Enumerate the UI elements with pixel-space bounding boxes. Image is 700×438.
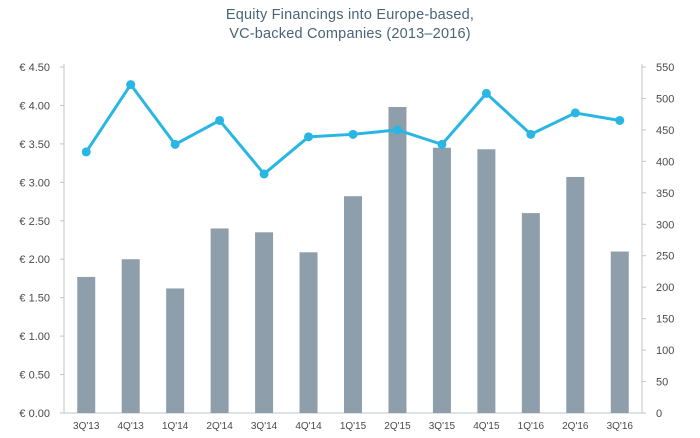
y-right-tick-label: 250 (656, 251, 674, 263)
bar-2 (166, 288, 185, 413)
y-left-tick-label: € 1.00 (19, 331, 50, 343)
x-tick-label: 2Q'14 (206, 421, 233, 432)
x-tick-label: 3Q'13 (73, 421, 100, 432)
line-point-8 (437, 139, 447, 149)
line-point-12 (615, 115, 625, 125)
y-right-tick-label: 450 (656, 125, 674, 137)
y-right-tick-label: 350 (656, 188, 674, 200)
line-point-4 (259, 169, 269, 179)
x-tick-label: 4Q'14 (295, 421, 322, 432)
y-right-tick-label: 500 (656, 93, 674, 105)
line-point-7 (392, 125, 402, 135)
bar-3 (210, 228, 229, 413)
line-point-10 (526, 129, 536, 139)
bar-series (77, 106, 629, 413)
y-right-tick-label: 200 (656, 282, 674, 294)
x-tick-label: 4Q'13 (118, 421, 145, 432)
y-left-tick-label: € 0.00 (19, 408, 50, 420)
x-tick-label: 2Q'16 (562, 421, 589, 432)
line-point-11 (570, 108, 580, 118)
bar-1 (121, 259, 140, 413)
bar-6 (344, 196, 362, 413)
line-point-9 (481, 88, 491, 98)
y-right-tick-label: 100 (656, 345, 674, 357)
y-right-tick-label: 400 (656, 156, 674, 168)
y-left-tick-label: € 2.50 (19, 216, 50, 228)
y-left-tick-label: € 0.50 (19, 370, 50, 382)
line-point-5 (304, 132, 314, 142)
line-series-path (84, 83, 621, 176)
x-tick-label: 3Q'16 (607, 421, 634, 432)
y-left-tick-label: € 3.50 (19, 139, 50, 151)
x-tick-label: 3Q'14 (251, 421, 278, 432)
x-tick-label: 1Q'16 (518, 421, 545, 432)
y-right-tick-label: 0 (656, 408, 662, 420)
line-point-6 (348, 129, 358, 139)
y-left-tick-label: € 1.50 (19, 293, 50, 305)
tick-labels: € 0.00 € 0.50 € 1.00 € 1.50 € 2.00 € 2.50 € 3.… (19, 62, 674, 432)
y-right-tick-label: 150 (656, 314, 674, 326)
y-left-tick-label: € 4.50 (19, 62, 50, 74)
x-tick-label: 4Q'15 (473, 421, 500, 432)
bar-7 (388, 106, 407, 413)
chart-title: Equity Financings into Europe-based, VC-… (0, 6, 700, 44)
bar-4 (255, 232, 274, 413)
line-point-0 (81, 147, 91, 157)
bar-11 (566, 176, 585, 413)
y-left-tick-label: € 4.00 (19, 100, 50, 112)
y-right-tick-label: 550 (656, 62, 674, 74)
y-left-tick-label: € 3.00 (19, 177, 50, 189)
bar-0 (77, 276, 96, 413)
x-tick-label: 1Q'15 (340, 421, 367, 432)
line-point-2 (170, 139, 180, 149)
x-tick-label: 3Q'15 (429, 421, 456, 432)
chart-title-line-2: VC-backed Companies (2013–2016) (229, 26, 471, 42)
bar-8 (432, 147, 451, 413)
line-series (81, 80, 625, 179)
bar-12 (610, 251, 629, 413)
bar-5 (299, 252, 318, 413)
line-point-3 (215, 115, 225, 125)
chart-title-line-1: Equity Financings into Europe-based, (225, 7, 475, 23)
bar-9 (477, 149, 496, 413)
x-tick-label: 2Q'15 (384, 421, 411, 432)
bar-10 (521, 213, 540, 413)
y-right-tick-label: 300 (656, 219, 674, 231)
x-tick-label: 1Q'14 (162, 421, 189, 432)
line-point-1 (126, 80, 136, 90)
y-left-tick-label: € 2.00 (19, 254, 50, 266)
y-right-tick-label: 50 (656, 377, 668, 389)
